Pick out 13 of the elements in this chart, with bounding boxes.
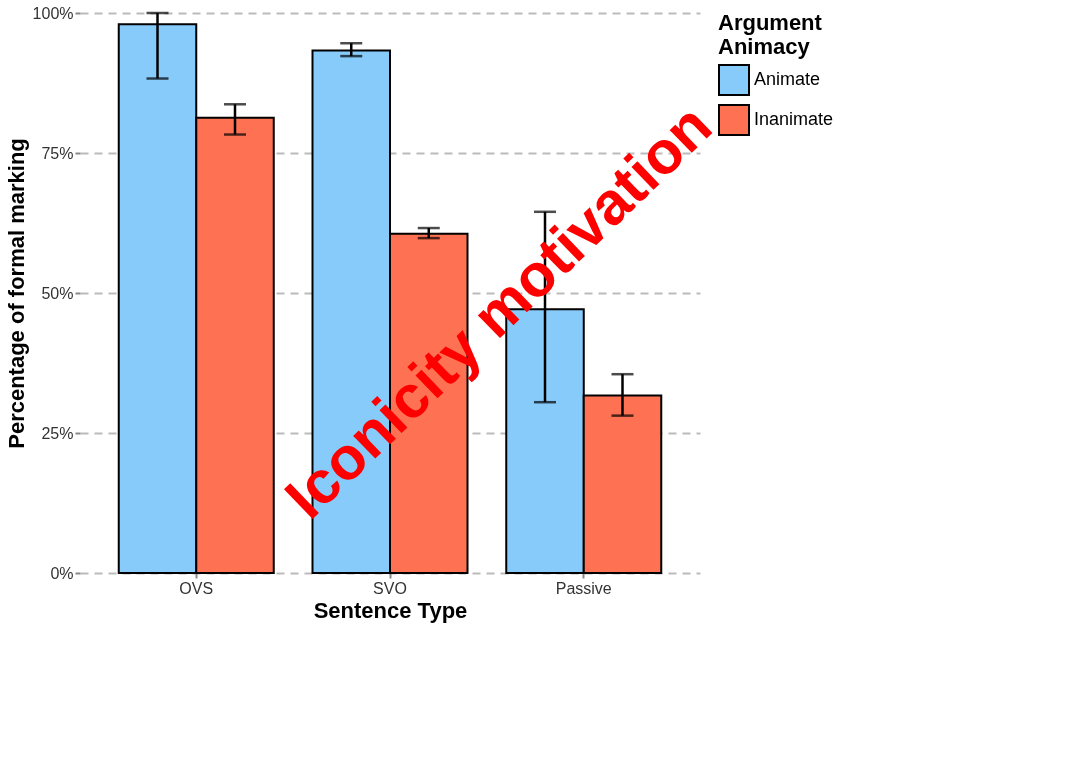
x-axis-title: Sentence Type (313, 597, 468, 623)
y-tick-label: 25% (41, 424, 74, 442)
x-tick-label: OVS (179, 579, 214, 597)
legend-title: Argument Animacy (718, 10, 823, 59)
legend-label: Animate (754, 69, 821, 89)
legend-label: Inanimate (754, 109, 834, 129)
y-tick-label: 50% (41, 284, 74, 302)
y-tick-label: 0% (50, 564, 74, 582)
x-tick-label: Passive (555, 579, 612, 597)
x-tick-label: SVO (373, 579, 407, 597)
y-axis-title: Percentage of formal marking (3, 138, 29, 449)
y-tick-label: 75% (41, 144, 74, 162)
y-tick-label: 100% (32, 4, 74, 22)
